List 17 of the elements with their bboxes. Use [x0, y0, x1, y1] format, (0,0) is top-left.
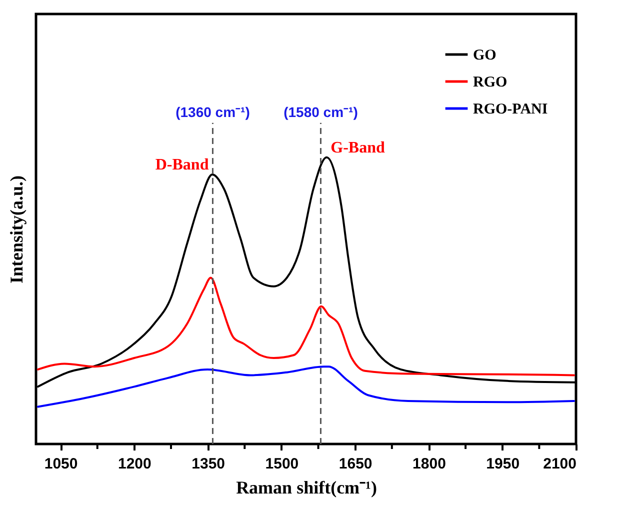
x-tick-label: 1350: [192, 456, 226, 472]
ref-line-label: (1580 cm⁻¹): [284, 104, 358, 120]
legend-label: GO: [473, 48, 496, 64]
y-axis-title: Intensity(a.u.): [6, 175, 26, 284]
x-tick-label: 1050: [44, 456, 78, 472]
x-tick-label: 1950: [486, 456, 520, 472]
x-tick-label: 1200: [118, 456, 152, 472]
legend-label: RGO-PANI: [473, 102, 548, 118]
ref-line-label: (1360 cm⁻¹): [176, 104, 250, 120]
x-tick-label: 1800: [412, 456, 446, 472]
legend-label: RGO: [473, 74, 508, 90]
x-tick-label: 2100: [543, 456, 576, 472]
x-tick-label: 1500: [265, 456, 299, 472]
x-axis-title: Raman shift(cm⁻¹): [236, 478, 377, 498]
x-tick-label: 1650: [338, 456, 372, 472]
annotation: D-Band: [155, 156, 209, 174]
annotation: G-Band: [330, 139, 385, 156]
